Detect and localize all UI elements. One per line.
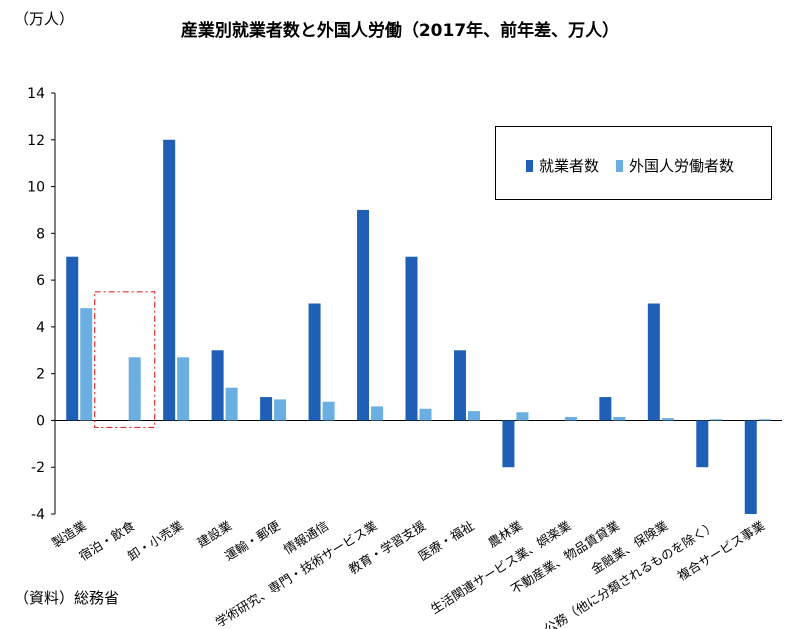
bar-employed [405, 256, 418, 421]
x-category-label: 複合サービス事業 [675, 518, 768, 584]
y-axis-unit-label: （万人） [14, 10, 75, 28]
legend-label-employed: 就業者数 [539, 157, 600, 175]
legend-swatch-foreign [616, 159, 623, 172]
bar-foreign [516, 412, 529, 421]
bar-employed [502, 420, 515, 468]
y-tick-label: -4 [31, 507, 45, 523]
x-category-label: 運輸・郵便 [222, 518, 283, 564]
bar-foreign [225, 387, 238, 421]
bar-foreign [322, 401, 335, 421]
chart-title: 産業別就業者数と外国人労働（2017年、前年差、万人） [180, 21, 620, 41]
y-tick-label: -2 [31, 460, 45, 476]
bar-employed [357, 209, 370, 421]
bar-employed [744, 420, 757, 514]
bar-foreign [710, 419, 723, 421]
bar-foreign [80, 308, 93, 421]
bar-employed [66, 256, 79, 421]
bar-employed [260, 397, 273, 421]
bar-foreign [371, 406, 384, 421]
y-tick-label: 12 [27, 133, 45, 149]
x-category-label: 医療・福祉 [416, 518, 477, 564]
bar-employed [453, 350, 466, 421]
highlight-box [94, 291, 156, 429]
bar-foreign [613, 416, 626, 421]
bar-foreign [758, 419, 771, 421]
bar-employed [163, 139, 176, 421]
bar-employed [696, 420, 709, 468]
x-category-label: 卸・小売業 [125, 518, 186, 564]
legend-label-foreign: 外国人労働者数 [629, 157, 735, 175]
bar-foreign [419, 408, 432, 421]
bar-employed [211, 350, 224, 421]
legend-item-employed: 就業者数 [526, 155, 599, 176]
bar-employed [308, 303, 321, 421]
bar-foreign [128, 357, 141, 421]
legend-item-foreign: 外国人労働者数 [616, 155, 734, 176]
bar-foreign [274, 399, 287, 421]
y-tick-label: 0 [36, 413, 45, 429]
bar-foreign [467, 411, 480, 421]
bar-employed [599, 397, 612, 421]
bar-foreign [661, 418, 674, 421]
y-tick-label: 4 [36, 320, 45, 336]
legend-swatch-employed [526, 159, 533, 172]
bar-foreign [564, 416, 577, 421]
y-tick-label: 8 [36, 226, 45, 242]
y-tick-label: 6 [36, 273, 45, 289]
source-note: （資料）総務省 [14, 589, 120, 607]
y-tick-label: 10 [27, 180, 45, 196]
chart-legend: 就業者数 外国人労働者数 [495, 126, 772, 200]
y-tick-label: 2 [36, 367, 45, 383]
y-tick-label: 14 [27, 86, 45, 102]
bar-foreign [177, 357, 190, 421]
bar-employed [647, 303, 660, 421]
